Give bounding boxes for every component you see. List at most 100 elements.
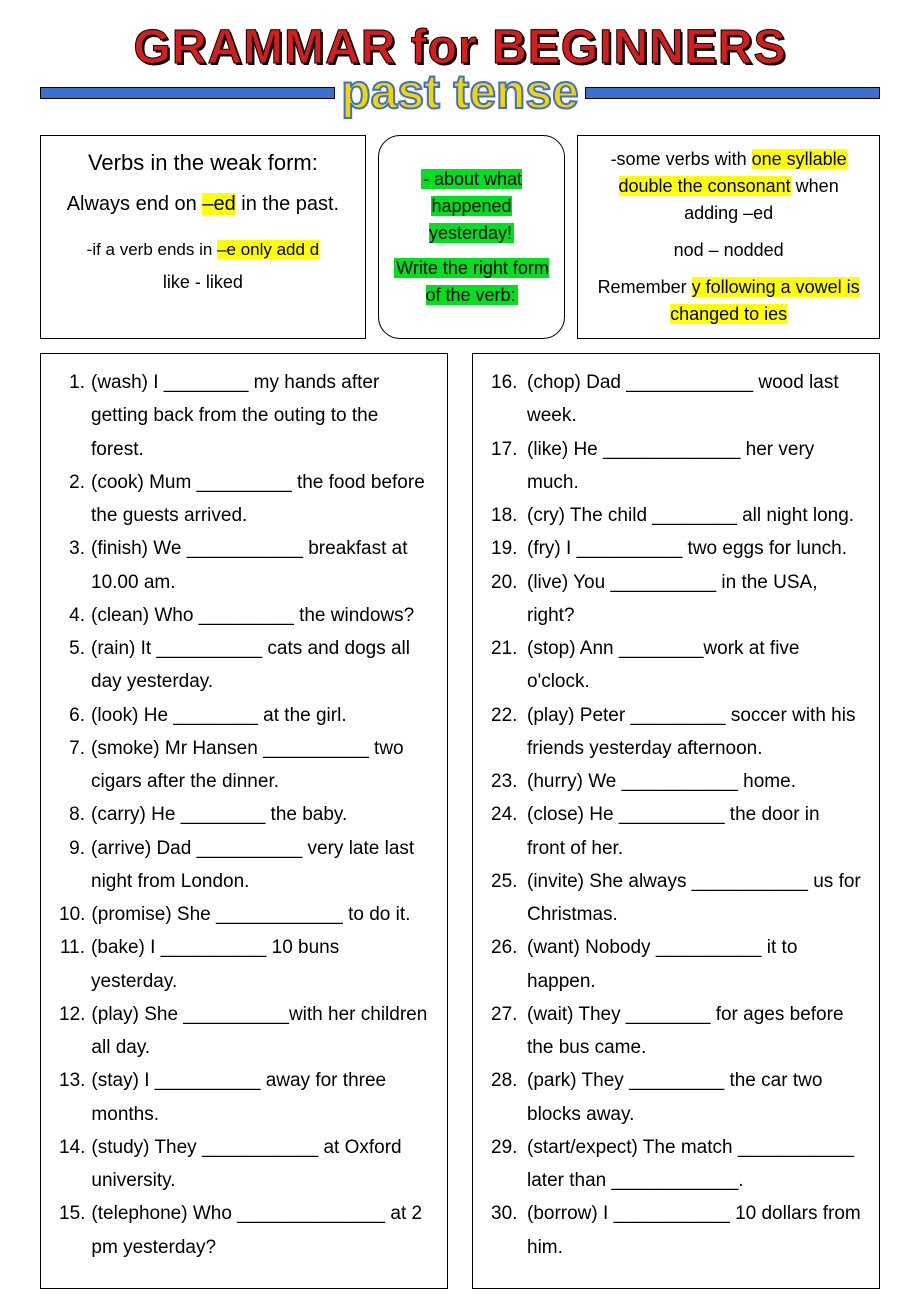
- exercise-number: 25.: [491, 865, 521, 932]
- exercise-item: 8.(carry) He ________ the baby.: [59, 798, 429, 831]
- info-box-weak-form: Verbs in the weak form: Always end on –e…: [40, 135, 366, 339]
- highlight: –ed: [202, 193, 235, 215]
- exercise-text: (borrow) I ___________ 10 dollars from h…: [527, 1197, 861, 1264]
- subtitle-row: past tense: [40, 69, 880, 117]
- exercise-text: (rain) It __________ cats and dogs all d…: [91, 632, 429, 699]
- highlight: one syllable: [752, 149, 847, 169]
- exercise-number: 12.: [59, 998, 85, 1065]
- text: Always end on: [67, 193, 203, 215]
- exercise-text: (wait) They ________ for ages before the…: [527, 998, 861, 1065]
- exercise-text: (cook) Mum _________ the food before the…: [91, 466, 429, 533]
- exercise-item: 5.(rain) It __________ cats and dogs all…: [59, 632, 429, 699]
- exercise-item: 29.(start/expect) The match ___________ …: [491, 1131, 861, 1198]
- subtitle: past tense: [335, 69, 584, 117]
- exercise-col-left: 1.(wash) I ________ my hands after getti…: [40, 353, 448, 1289]
- exercise-number: 3.: [59, 532, 85, 599]
- highlight: –e only add d: [217, 240, 319, 259]
- exercise-text: (cry) The child ________ all night long.: [527, 499, 861, 532]
- exercise-number: 9.: [59, 832, 85, 899]
- exercise-item: 27.(wait) They ________ for ages before …: [491, 998, 861, 1065]
- exercise-number: 11.: [59, 931, 85, 998]
- exercise-item: 7.(smoke) Mr Hansen __________ two cigar…: [59, 732, 429, 799]
- exercise-number: 15.: [59, 1197, 85, 1264]
- rule-y-vowel: Remember y following a vowel is changed …: [590, 274, 867, 328]
- exercise-number: 14.: [59, 1131, 85, 1198]
- text: in the past.: [236, 193, 339, 215]
- exercise-number: 5.: [59, 632, 85, 699]
- info-box-instruction: - about what happened yesterday! Write t…: [378, 135, 565, 339]
- exercise-item: 6.(look) He ________ at the girl.: [59, 699, 429, 732]
- exercise-item: 15.(telephone) Who ______________ at 2 p…: [59, 1197, 429, 1264]
- exercise-item: 18.(cry) The child ________ all night lo…: [491, 499, 861, 532]
- exercise-text: (stop) Ann ________work at five o'clock.: [527, 632, 861, 699]
- exercise-item: 4.(clean) Who _________ the windows?: [59, 599, 429, 632]
- highlight: y following a vowel is changed to ies: [670, 277, 860, 324]
- exercise-text: (invite) She always ___________ us for C…: [527, 865, 861, 932]
- exercise-item: 17.(like) He _____________ her very much…: [491, 433, 861, 500]
- exercise-item: 14.(study) They ___________ at Oxford un…: [59, 1131, 429, 1198]
- info-rule-ed: Always end on –ed in the past.: [53, 189, 353, 219]
- exercise-item: 11.(bake) I __________ 10 buns yesterday…: [59, 931, 429, 998]
- exercise-item: 23.(hurry) We ___________ home.: [491, 765, 861, 798]
- exercise-text: (clean) Who _________ the windows?: [91, 599, 429, 632]
- exercise-row: 1.(wash) I ________ my hands after getti…: [40, 353, 880, 1289]
- exercise-number: 21.: [491, 632, 521, 699]
- highlight: Write the right form of the verb:: [394, 258, 549, 305]
- exercise-text: (play) Peter _________ soccer with his f…: [527, 699, 861, 766]
- info-row: Verbs in the weak form: Always end on –e…: [40, 135, 880, 339]
- exercise-number: 29.: [491, 1131, 521, 1198]
- exercise-number: 18.: [491, 499, 521, 532]
- highlight: double the consonant: [619, 176, 791, 196]
- exercise-number: 20.: [491, 566, 521, 633]
- exercise-item: 2.(cook) Mum _________ the food before t…: [59, 466, 429, 533]
- exercise-item: 13.(stay) I __________ away for three mo…: [59, 1064, 429, 1131]
- exercise-text: (park) They _________ the car two blocks…: [527, 1064, 861, 1131]
- exercise-text: (arrive) Dad __________ very late last n…: [91, 832, 429, 899]
- exercise-number: 10.: [59, 898, 85, 931]
- exercise-item: 9.(arrive) Dad __________ very late last…: [59, 832, 429, 899]
- exercise-item: 28.(park) They _________ the car two blo…: [491, 1064, 861, 1131]
- exercise-text: (want) Nobody __________ it to happen.: [527, 931, 861, 998]
- exercise-number: 16.: [491, 366, 521, 433]
- exercise-number: 13.: [59, 1064, 85, 1131]
- exercise-text: (telephone) Who ______________ at 2 pm y…: [91, 1197, 429, 1264]
- exercise-number: 4.: [59, 599, 85, 632]
- exercise-number: 28.: [491, 1064, 521, 1131]
- exercise-text: (study) They ___________ at Oxford unive…: [91, 1131, 429, 1198]
- exercise-number: 1.: [59, 366, 85, 466]
- exercise-text: (start/expect) The match ___________ lat…: [527, 1131, 861, 1198]
- divider-bar-left: [40, 87, 335, 99]
- exercise-item: 16.(chop) Dad ____________ wood last wee…: [491, 366, 861, 433]
- exercise-text: (play) She __________with her children a…: [91, 998, 429, 1065]
- exercise-number: 24.: [491, 798, 521, 865]
- exercise-text: (finish) We ___________ breakfast at 10.…: [91, 532, 429, 599]
- exercise-item: 10.(promise) She ____________ to do it.: [59, 898, 429, 931]
- exercise-number: 27.: [491, 998, 521, 1065]
- exercise-text: (bake) I __________ 10 buns yesterday.: [91, 931, 429, 998]
- info-example: like - liked: [53, 269, 353, 296]
- highlight: - about what happened yesterday!: [421, 169, 522, 243]
- exercise-item: 26.(want) Nobody __________ it to happen…: [491, 931, 861, 998]
- exercise-number: 7.: [59, 732, 85, 799]
- exercise-number: 22.: [491, 699, 521, 766]
- info-box-syllable: -some verbs with one syllable double the…: [577, 135, 880, 339]
- exercise-number: 8.: [59, 798, 85, 831]
- exercise-item: 24.(close) He __________ the door in fro…: [491, 798, 861, 865]
- exercise-col-right: 16.(chop) Dad ____________ wood last wee…: [472, 353, 880, 1289]
- exercise-text: (carry) He ________ the baby.: [91, 798, 429, 831]
- instruction-about: - about what happened yesterday!: [391, 166, 552, 247]
- exercise-text: (chop) Dad ____________ wood last week.: [527, 366, 861, 433]
- exercise-text: (stay) I __________ away for three month…: [91, 1064, 429, 1131]
- exercise-text: (live) You __________ in the USA, right?: [527, 566, 861, 633]
- exercise-number: 6.: [59, 699, 85, 732]
- divider-bar-right: [585, 87, 880, 99]
- info-heading: Verbs in the weak form:: [53, 146, 353, 179]
- text: -some verbs with: [611, 149, 752, 169]
- exercise-item: 19.(fry) I __________ two eggs for lunch…: [491, 532, 861, 565]
- exercise-text: (promise) She ____________ to do it.: [91, 898, 429, 931]
- exercise-text: (close) He __________ the door in front …: [527, 798, 861, 865]
- info-rule-e: -if a verb ends in –e only add d: [53, 237, 353, 263]
- exercise-item: 20.(live) You __________ in the USA, rig…: [491, 566, 861, 633]
- exercise-item: 3.(finish) We ___________ breakfast at 1…: [59, 532, 429, 599]
- exercise-number: 23.: [491, 765, 521, 798]
